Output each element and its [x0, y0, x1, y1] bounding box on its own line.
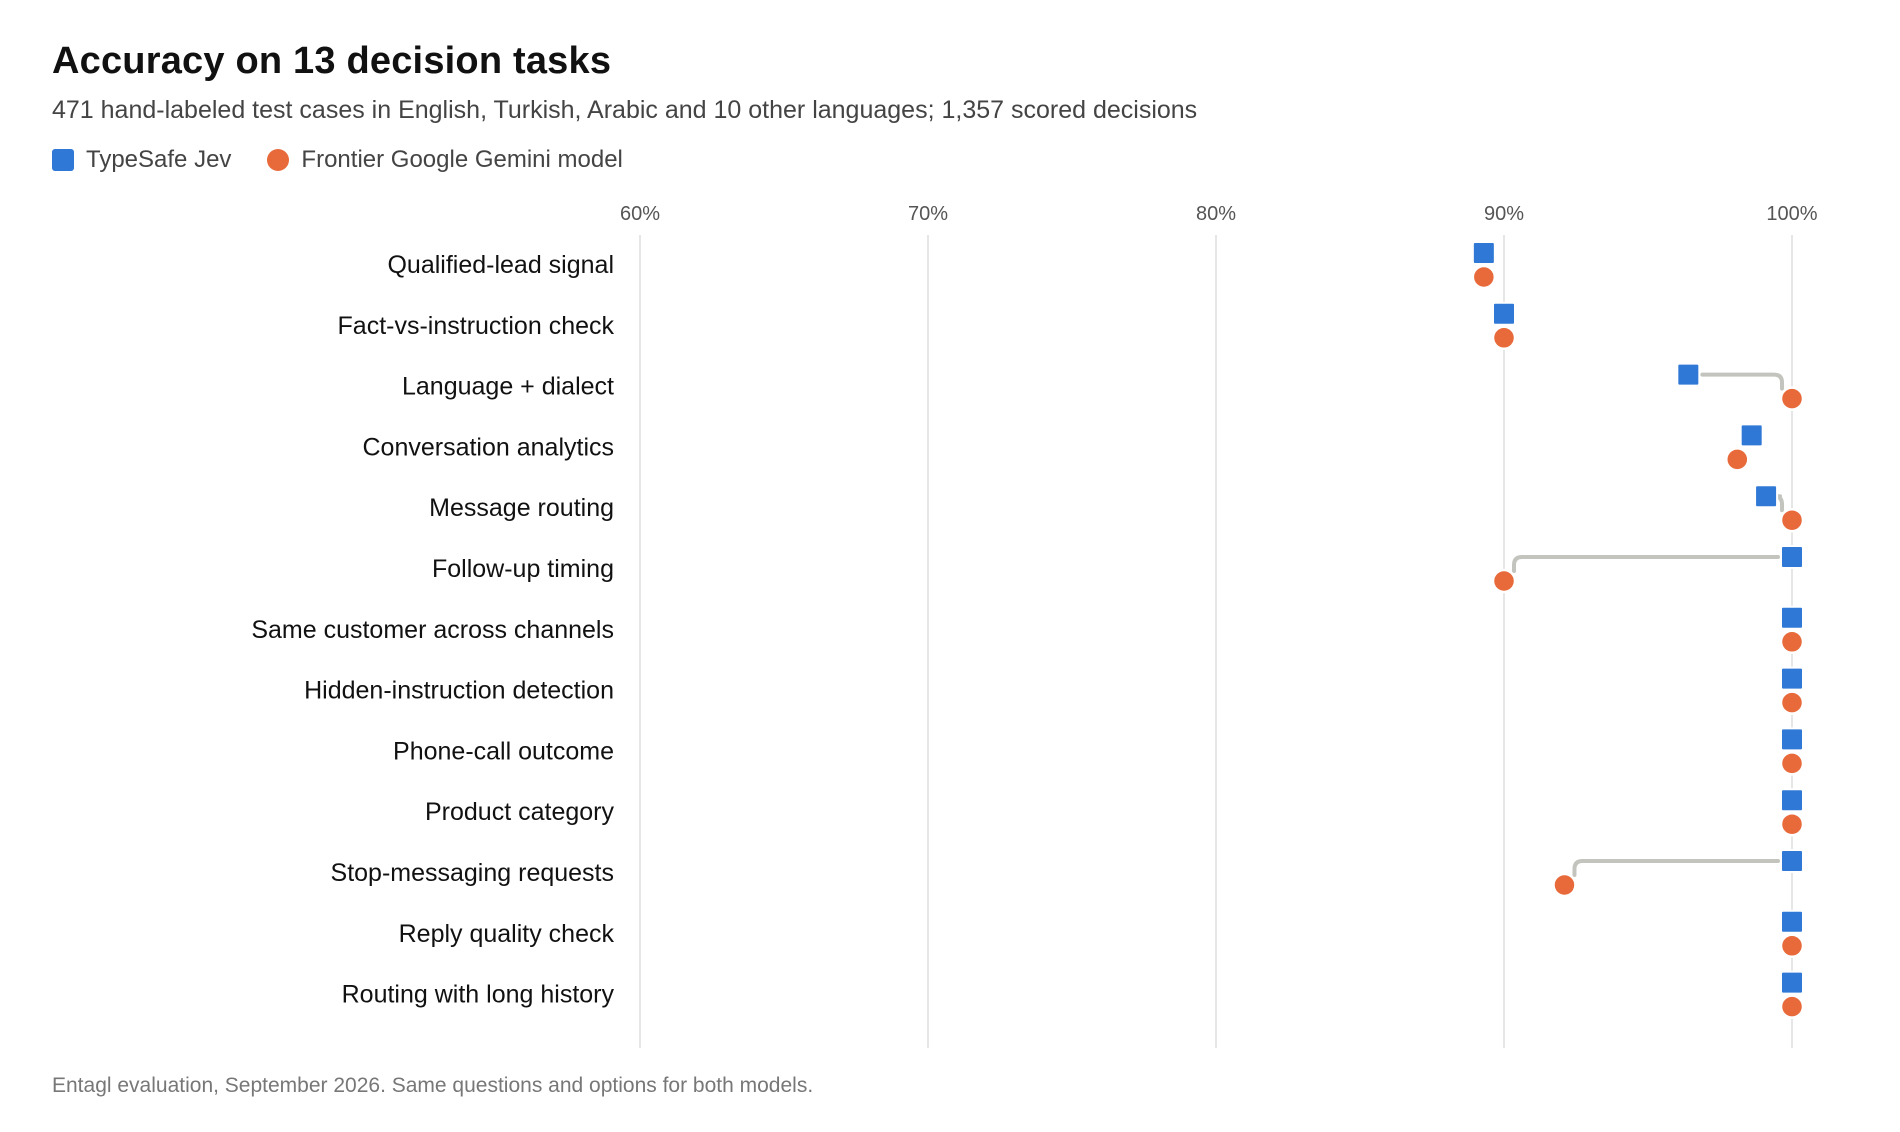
data-point-square [1780, 545, 1804, 569]
data-point-circle [1725, 447, 1750, 472]
data-point-square [1780, 727, 1804, 752]
category-label: Message routing [429, 494, 614, 522]
data-point-square [1780, 970, 1804, 995]
data-point-circle [1779, 690, 1805, 715]
x-tick-label: 80% [1196, 203, 1236, 225]
category-label: Language + dialect [402, 373, 614, 401]
connector-line [1700, 372, 1784, 391]
legend-item-series-1: TypeSafe Jev [52, 146, 231, 174]
connector-line [1572, 859, 1780, 877]
dumbbell-chart: 60% 70% 80% 90% 100% Qualified-lead signal Fac… [251, 203, 1818, 1048]
category-label: Same customer across channels [251, 616, 614, 644]
category-label: Reply quality check [399, 920, 615, 948]
category-label: Fact-vs-instruction check [338, 312, 615, 340]
category-label: Hidden-instruction detection [304, 677, 614, 705]
category-label: Qualified-lead signal [387, 251, 614, 279]
category-label: Phone-call outcome [393, 737, 614, 765]
chart-subtitle: 471 hand-labeled test cases in English, … [52, 96, 1198, 124]
data-point-square [1780, 788, 1804, 813]
data-point-circle [1779, 994, 1805, 1019]
data-point-circle [1779, 629, 1805, 655]
data-point-circle [1552, 872, 1577, 898]
chart-title: Accuracy on 13 decision tasks [52, 40, 612, 82]
x-tick-label: 70% [908, 203, 948, 225]
legend-label-series-2: Frontier Google Gemini model [301, 146, 623, 173]
category-label: Stop-messaging requests [331, 859, 614, 887]
legend-item-series-2: Frontier Google Gemini model [267, 146, 623, 174]
data-point-square [1780, 849, 1804, 873]
category-label: Product category [425, 798, 614, 826]
data-point-circle [1779, 811, 1805, 837]
square-marker-icon [52, 149, 74, 171]
category-label: Follow-up timing [432, 555, 614, 583]
legend-label-series-1: TypeSafe Jev [86, 146, 232, 173]
data-point-circle [1779, 933, 1805, 959]
data-point-square [1492, 301, 1516, 326]
category-label: Conversation analytics [362, 433, 614, 461]
category-label: Routing with long history [342, 981, 615, 1009]
data-point-square [1754, 484, 1779, 509]
x-tick-label: 90% [1484, 203, 1524, 225]
chart-footer: Entagl evaluation, September 2026. Same … [52, 1074, 814, 1097]
data-point-square [1471, 241, 1496, 265]
data-point-square [1780, 909, 1804, 934]
data-point-circle [1491, 568, 1517, 594]
data-point-circle [1779, 386, 1805, 411]
data-point-square [1780, 605, 1804, 630]
data-point-square [1739, 423, 1764, 448]
circle-marker-icon [267, 149, 290, 171]
x-tick-label: 60% [620, 203, 660, 225]
data-point-square [1676, 362, 1701, 387]
x-tick-label: 100% [1766, 203, 1817, 225]
data-point-circle [1471, 264, 1497, 290]
data-point-circle [1779, 507, 1805, 533]
data-point-circle [1779, 751, 1805, 776]
connector-line [1512, 555, 1780, 573]
data-point-square [1780, 666, 1804, 691]
legend: TypeSafe Jev Frontier Google Gemini mode… [52, 146, 659, 174]
data-point-circle [1491, 325, 1517, 351]
